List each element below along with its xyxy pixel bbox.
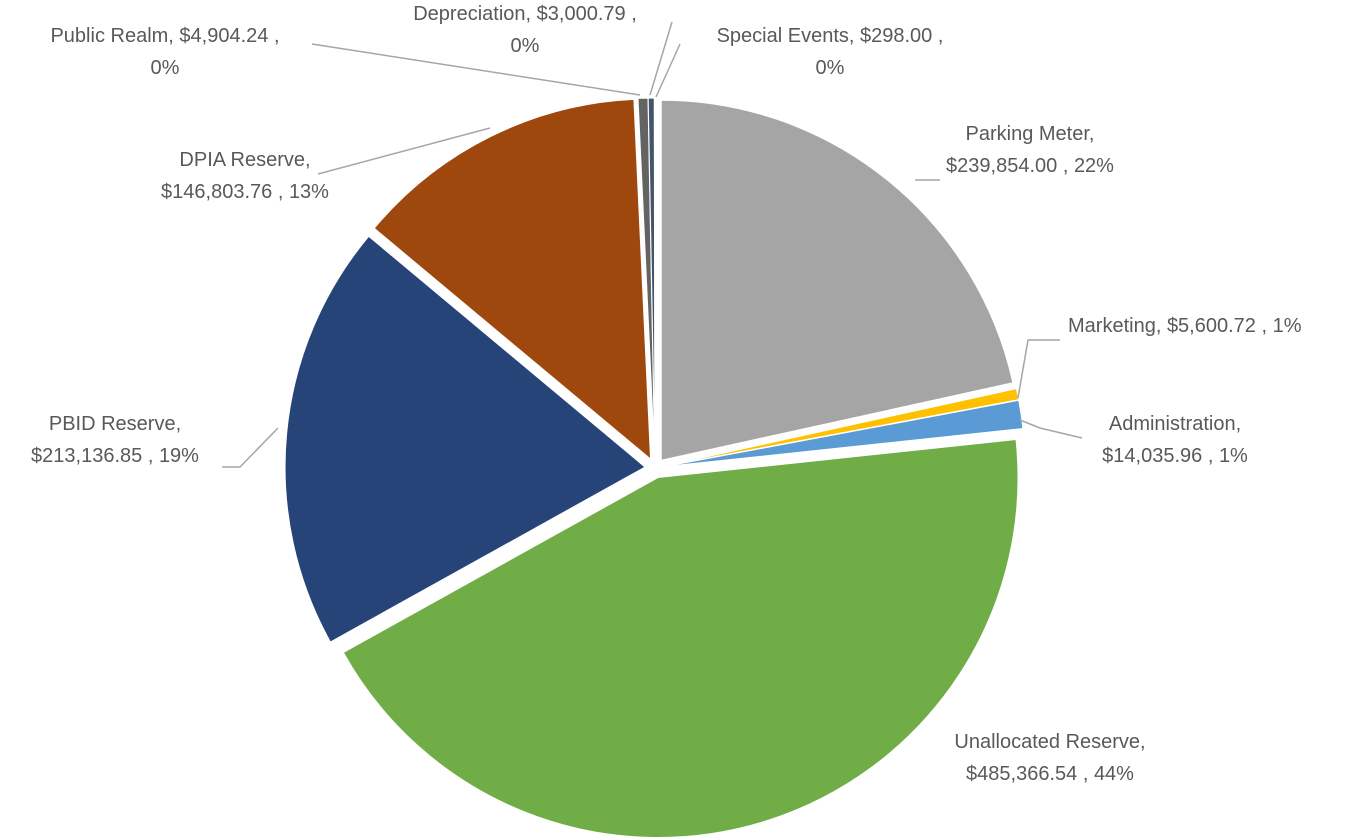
leader-line — [311, 43, 641, 96]
label-part: Unallocated Reserve — [954, 731, 1140, 753]
pie-slice — [342, 438, 1019, 838]
separator: , — [1057, 155, 1074, 177]
label-part: Administration — [1109, 413, 1236, 435]
label-part: DPIA Reserve — [179, 149, 305, 171]
label-part: Depreciation — [413, 3, 525, 25]
separator: , — [626, 3, 637, 25]
separator: , — [176, 413, 182, 435]
data-label: Parking Meter, $239,854.00 , 22% — [946, 123, 1114, 177]
label-part: Marketing — [1068, 315, 1156, 337]
leader-line — [655, 43, 681, 98]
pie-slice — [373, 98, 652, 461]
separator: , — [168, 25, 179, 47]
separator: , — [1140, 731, 1146, 753]
separator: , — [849, 25, 860, 47]
data-label: PBID Reserve, $213,136.85 , 19% — [31, 413, 199, 467]
label-part: $5,600.72 — [1167, 315, 1256, 337]
separator: , — [142, 445, 159, 467]
pie-slice — [284, 235, 646, 643]
separator: , — [1156, 315, 1167, 337]
leader-line — [649, 21, 673, 96]
label-part: 19% — [159, 445, 199, 467]
label-part: 13% — [289, 181, 329, 203]
separator: , — [1089, 123, 1095, 145]
separator: , — [268, 25, 279, 47]
label-part: $239,854.00 — [946, 155, 1057, 177]
label-part: 0% — [151, 57, 180, 79]
label-part: $298.00 — [860, 25, 932, 47]
pie-slice — [653, 97, 656, 459]
leader-line — [1017, 339, 1060, 399]
leader-line — [222, 427, 279, 468]
label-part: $213,136.85 — [31, 445, 142, 467]
pie-slice — [664, 387, 1020, 467]
label-part: Special Events — [717, 25, 849, 47]
data-label: Administration, $14,035.96 , 1% — [1102, 413, 1248, 467]
pie-slice — [660, 99, 1014, 461]
label-part: PBID Reserve — [49, 413, 176, 435]
label-part: Parking Meter — [966, 123, 1091, 145]
label-part: 0% — [816, 57, 845, 79]
label-part: $146,803.76 — [161, 181, 272, 203]
label-part: $4,904.24 — [179, 25, 268, 47]
label-part: $14,035.96 — [1102, 445, 1202, 467]
label-part: 1% — [1273, 315, 1302, 337]
data-label: Depreciation, $3,000.79 , 0% — [413, 3, 637, 57]
leader-line — [1019, 419, 1083, 439]
pie-slice — [664, 399, 1024, 468]
data-label: Public Realm, $4,904.24 , 0% — [50, 25, 279, 79]
data-label: Special Events, $298.00 , 0% — [717, 25, 944, 79]
leader-line — [317, 127, 491, 175]
label-part: 22% — [1074, 155, 1114, 177]
separator: , — [1236, 413, 1242, 435]
data-label: DPIA Reserve, $146,803.76 , 13% — [161, 149, 329, 203]
label-part: 0% — [511, 35, 540, 57]
data-label: Unallocated Reserve, $485,366.54 , 44% — [954, 731, 1145, 785]
label-part: Public Realm — [50, 25, 168, 47]
separator: , — [305, 149, 311, 171]
separator: , — [1256, 315, 1273, 337]
separator: , — [526, 3, 537, 25]
label-part: 1% — [1219, 445, 1248, 467]
data-label: Marketing, $5,600.72 , 1% — [1068, 315, 1302, 337]
separator: , — [1077, 763, 1094, 785]
separator: , — [932, 25, 943, 47]
label-part: $485,366.54 — [966, 763, 1077, 785]
label-part: 44% — [1094, 763, 1134, 785]
separator: , — [272, 181, 289, 203]
label-part: $3,000.79 — [537, 3, 626, 25]
separator: , — [1202, 445, 1219, 467]
